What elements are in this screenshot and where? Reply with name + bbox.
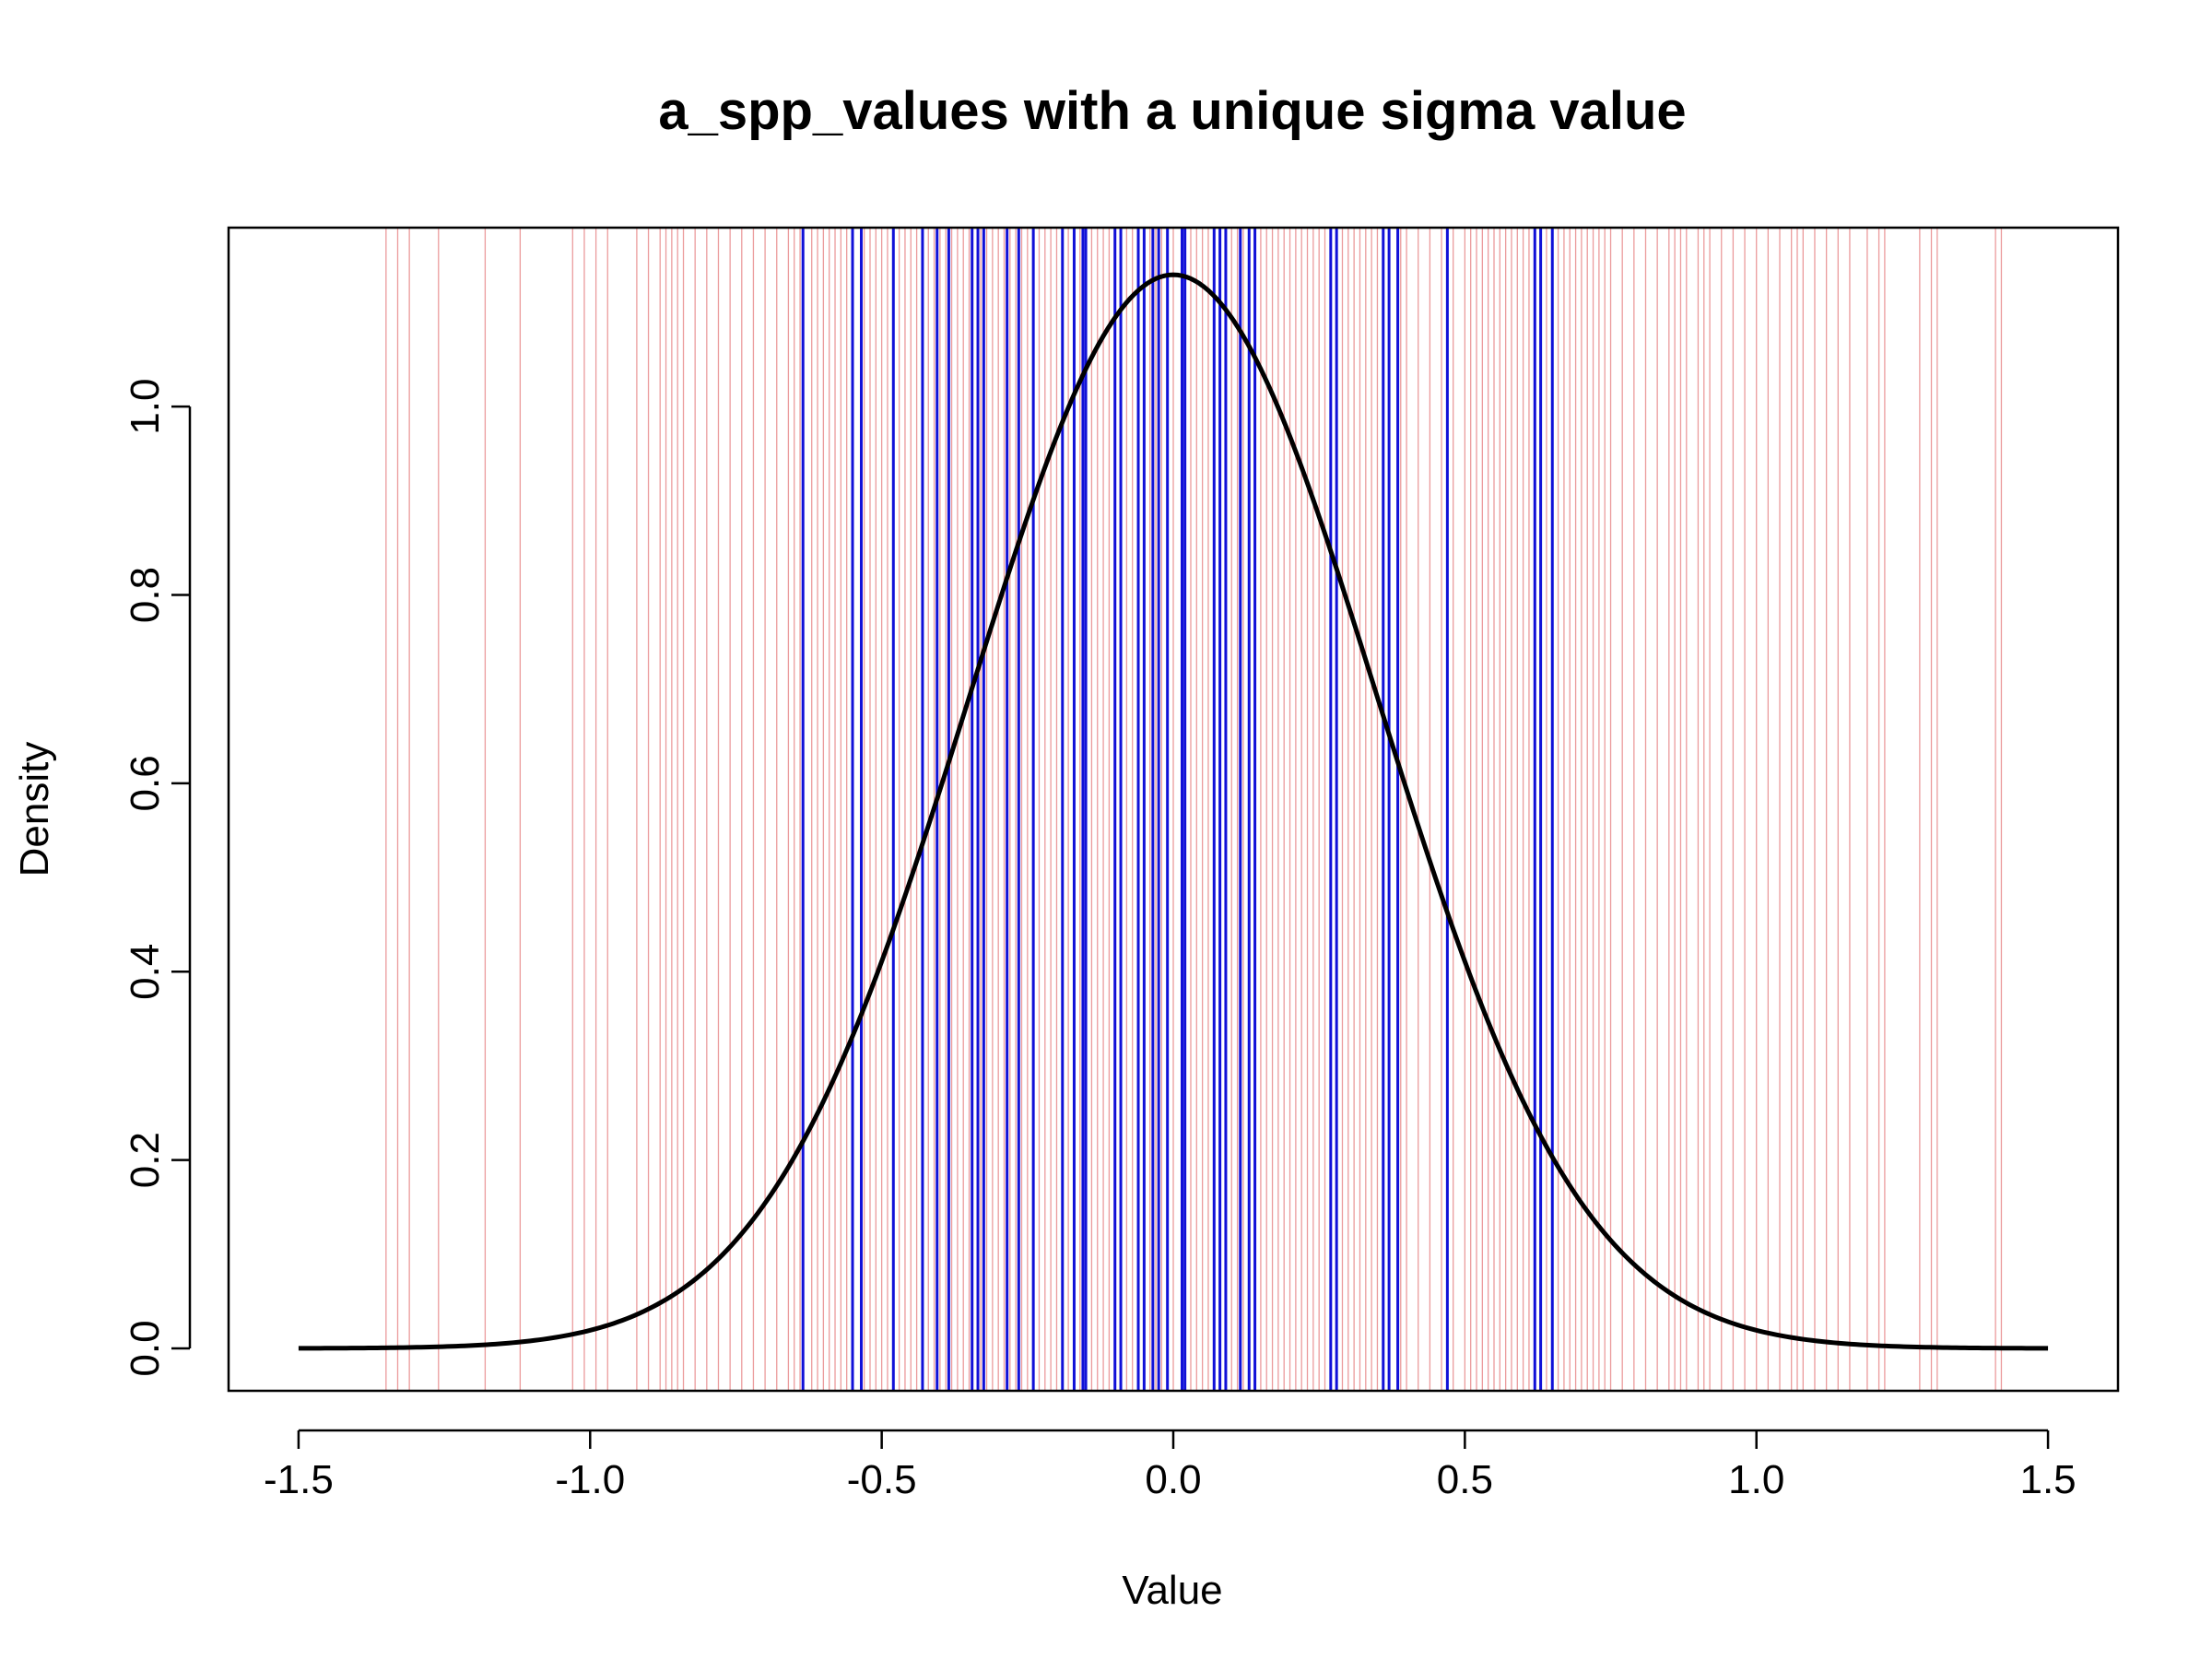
density-curve bbox=[298, 272, 2049, 1351]
x-tick-label: 0.5 bbox=[1437, 1457, 1493, 1502]
y-axis-label: Density bbox=[12, 742, 57, 877]
y-tick-label: 0.2 bbox=[123, 1132, 168, 1188]
blue-value-lines bbox=[801, 228, 1554, 1391]
y-tick-label: 0.8 bbox=[123, 567, 168, 623]
y-axis: 0.0 0.2 0.4 0.6 0.8 1.0 bbox=[123, 379, 192, 1377]
density-curve-layer bbox=[298, 272, 2049, 1351]
x-tick-label: -1.0 bbox=[555, 1457, 625, 1502]
x-axis: -1.5 -1.0 -0.5 0.0 0.5 1.0 1.5 bbox=[264, 1429, 2077, 1502]
y-tick-label: 0.6 bbox=[123, 755, 168, 811]
y-tick-label: 1.0 bbox=[123, 379, 168, 435]
x-tick-label: 1.5 bbox=[2019, 1457, 2076, 1502]
plot-frame bbox=[227, 226, 2120, 1393]
y-tick-label: 0.0 bbox=[123, 1320, 168, 1376]
y-tick-label: 0.4 bbox=[123, 944, 168, 1000]
x-tick-label: 0.0 bbox=[1145, 1457, 1201, 1502]
x-tick-label: 1.0 bbox=[1728, 1457, 1784, 1502]
chart-title: a_spp_values with a unique sigma value bbox=[658, 81, 1686, 141]
x-axis-label: Value bbox=[1122, 1568, 1222, 1613]
x-tick-label: -1.5 bbox=[264, 1457, 334, 1502]
x-tick-label: -0.5 bbox=[847, 1457, 917, 1502]
